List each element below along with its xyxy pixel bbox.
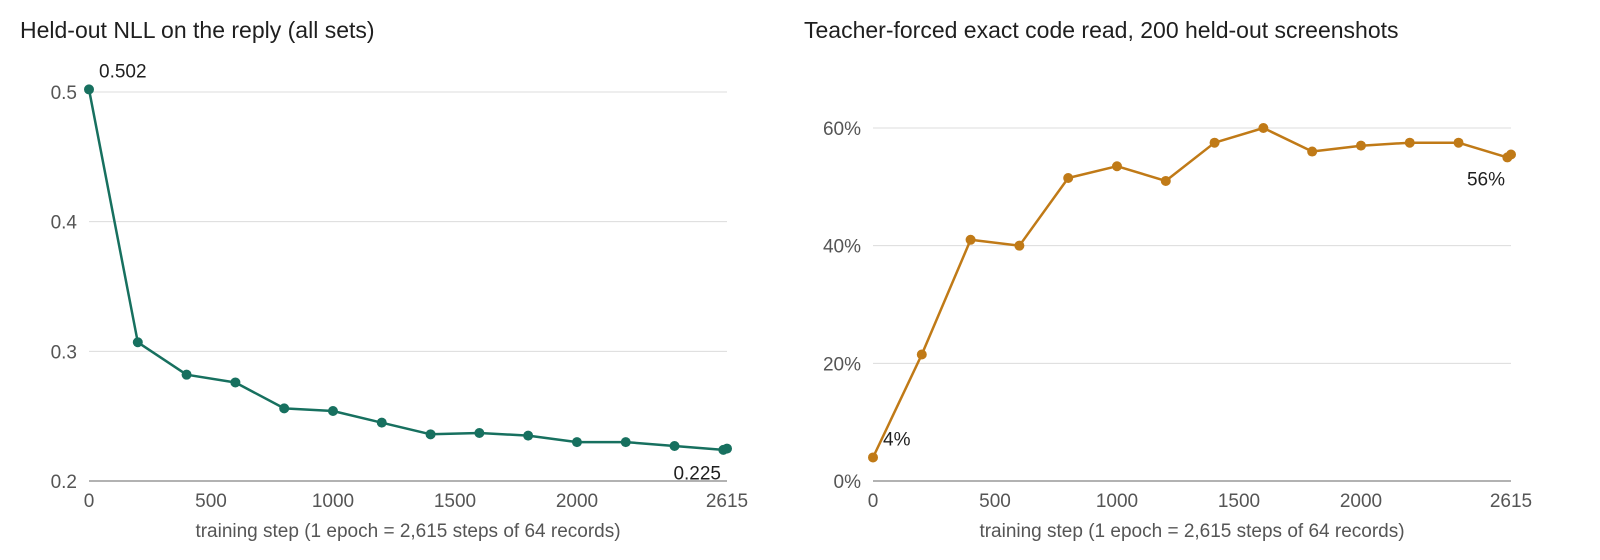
x-tick-label: 2000 bbox=[1340, 491, 1382, 512]
data-point bbox=[84, 84, 94, 95]
x-tick-label: 2615 bbox=[706, 491, 748, 512]
y-tick-label: 0.4 bbox=[51, 213, 78, 234]
exact-read-chart: Teacher-forced exact code read, 200 held… bbox=[804, 17, 1532, 542]
x-tick-label: 1000 bbox=[312, 491, 354, 512]
data-point bbox=[571, 437, 582, 448]
y-tick-label: 0.5 bbox=[51, 83, 77, 104]
x-tick-label: 0 bbox=[84, 491, 95, 512]
data-label: 0.502 bbox=[99, 61, 147, 82]
data-point bbox=[1453, 137, 1464, 148]
data-point bbox=[327, 405, 338, 416]
x-tick-label: 500 bbox=[195, 491, 227, 512]
y-tick-label: 0% bbox=[834, 472, 862, 493]
data-point bbox=[132, 337, 143, 348]
data-point bbox=[1355, 140, 1366, 151]
x-tick-label: 1500 bbox=[1218, 491, 1260, 512]
data-point bbox=[620, 437, 631, 448]
x-axis-title: training step (1 epoch = 2,615 steps of … bbox=[195, 521, 620, 542]
chart-title: Teacher-forced exact code read, 200 held… bbox=[804, 17, 1399, 43]
data-point bbox=[279, 403, 290, 414]
y-tick-label: 40% bbox=[823, 237, 861, 258]
data-point bbox=[1160, 175, 1171, 186]
data-point bbox=[425, 429, 436, 440]
data-point bbox=[1404, 137, 1415, 148]
data-point bbox=[1307, 146, 1318, 157]
x-tick-label: 0 bbox=[868, 491, 879, 512]
data-point bbox=[523, 430, 534, 441]
nll-chart: Held-out NLL on the reply (all sets) 0.2 0… bbox=[20, 17, 748, 542]
x-tick-label: 2615 bbox=[1490, 491, 1532, 512]
data-label: 0.225 bbox=[673, 464, 721, 485]
data-point bbox=[669, 440, 680, 451]
x-tick-label: 1000 bbox=[1096, 491, 1138, 512]
data-point bbox=[474, 428, 485, 439]
y-tick-label: 20% bbox=[823, 354, 861, 375]
x-tick-label: 500 bbox=[979, 491, 1011, 512]
data-point bbox=[230, 377, 241, 388]
x-tick-label: 1500 bbox=[434, 491, 476, 512]
y-tick-label: 60% bbox=[823, 119, 861, 140]
data-point bbox=[916, 349, 927, 360]
data-point bbox=[1111, 161, 1122, 172]
data-point bbox=[181, 369, 192, 380]
chart-title: Held-out NLL on the reply (all sets) bbox=[20, 17, 375, 43]
series-line bbox=[87, 88, 729, 452]
y-tick-label: 0.2 bbox=[51, 472, 77, 493]
data-point bbox=[965, 234, 976, 245]
x-axis-title: training step (1 epoch = 2,615 steps of … bbox=[979, 521, 1404, 542]
data-point bbox=[1014, 240, 1025, 251]
data-point bbox=[1506, 149, 1516, 160]
data-point bbox=[722, 443, 732, 454]
y-tick-label: 0.3 bbox=[51, 342, 77, 363]
data-point bbox=[1063, 173, 1074, 184]
data-point bbox=[868, 452, 878, 463]
data-point bbox=[1258, 123, 1269, 133]
data-point bbox=[1209, 137, 1220, 148]
series-line bbox=[871, 126, 1513, 459]
data-point bbox=[376, 417, 387, 428]
data-label: 56% bbox=[1467, 169, 1505, 190]
data-label: 4% bbox=[883, 429, 911, 450]
x-tick-label: 2000 bbox=[556, 491, 598, 512]
